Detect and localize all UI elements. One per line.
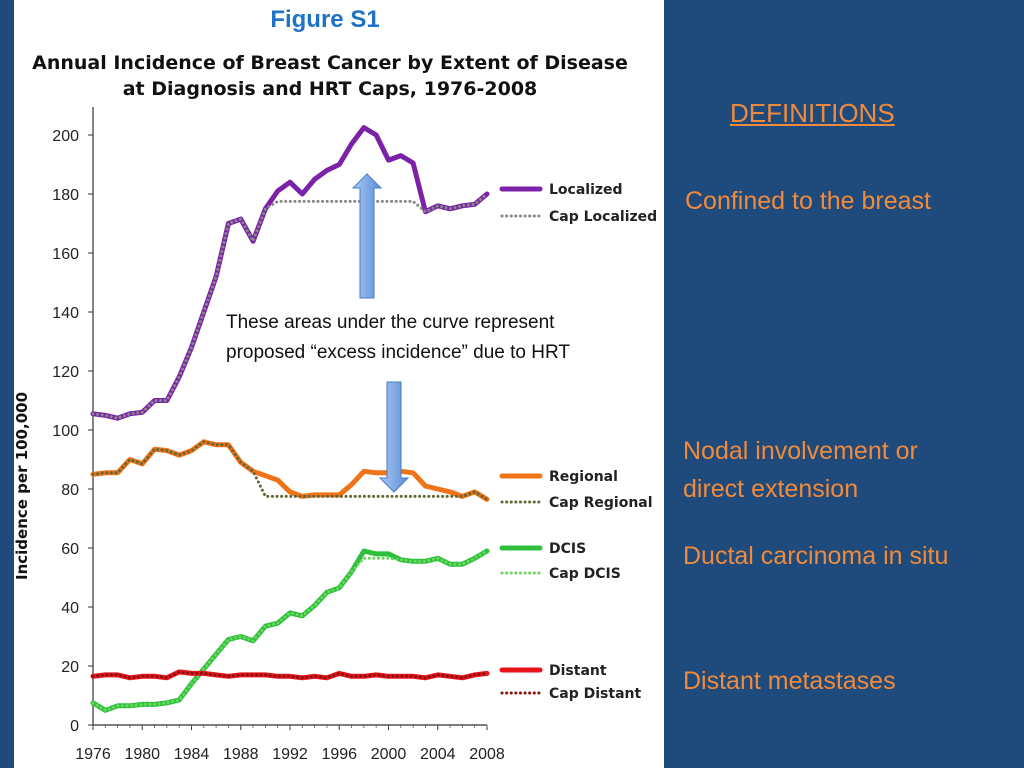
y-tick-label: 0 <box>70 718 79 735</box>
x-tick-label: 1988 <box>223 746 259 763</box>
y-tick-label: 100 <box>52 423 79 440</box>
definition-dcis: Ductal carcinoma in situ <box>683 542 949 570</box>
x-tick-label: 2008 <box>469 746 505 763</box>
y-axis-label: Incidence per 100,000 <box>13 392 31 580</box>
x-tick-label: 1992 <box>272 746 308 763</box>
x-tick-label: 2000 <box>371 746 407 763</box>
series-line-cap-distant <box>91 670 489 680</box>
series-line-cap-dcis <box>91 549 489 712</box>
y-tick-label: 160 <box>52 246 79 263</box>
legend-label-cap-regional: Cap Regional <box>549 495 653 511</box>
annotation-line-2: proposed “excess incidence” due to HRT <box>226 342 570 363</box>
y-tick-label: 140 <box>52 305 79 322</box>
incidence-line-chart: 0 20 40 60 80 100 120 140 160 180 200 1976 1980 1984 1… <box>13 107 657 763</box>
x-tick-label: 1980 <box>124 746 160 763</box>
definition-distant: Distant metastases <box>683 667 896 695</box>
legend-label-cap-localized: Cap Localized <box>549 209 657 225</box>
series-line-localized <box>90 125 490 421</box>
definition-localized: Confined to the breast <box>685 187 931 215</box>
y-tick-label: 200 <box>52 128 79 145</box>
definition-regional: Nodal involvement or direct extension <box>683 432 918 508</box>
chart-title-line-1: Annual Incidence of Breast Cancer by Ext… <box>32 52 628 74</box>
legend-label-cap-dcis: Cap DCIS <box>549 566 621 582</box>
x-tick-label: 1996 <box>321 746 357 763</box>
definition-regional-line-2: direct extension <box>683 475 859 503</box>
legend-label-regional: Regional <box>549 469 618 485</box>
figure-label: Figure S1 <box>270 6 380 33</box>
definitions-heading[interactable]: DEFINITIONS <box>730 98 895 128</box>
y-tick-label: 180 <box>52 187 79 204</box>
legend-label-distant: Distant <box>549 663 607 679</box>
x-tick-label: 2004 <box>420 746 456 763</box>
definition-regional-line-1: Nodal involvement or <box>683 437 918 465</box>
annotation-line-1: These areas under the curve represent <box>226 312 555 333</box>
series-line-regional <box>90 439 490 502</box>
y-tick-label: 80 <box>61 482 79 499</box>
series-line-dcis <box>90 548 490 713</box>
y-tick-label: 120 <box>52 364 79 381</box>
legend-label-dcis: DCIS <box>549 541 586 557</box>
series-line-cap-localized <box>91 192 489 420</box>
legend-label-localized: Localized <box>549 182 623 198</box>
y-tick-label: 20 <box>61 659 79 676</box>
chart-title: Annual Incidence of Breast Cancer by Ext… <box>0 50 660 102</box>
legend-label-cap-distant: Cap Distant <box>549 686 641 702</box>
y-tick-label: 60 <box>61 541 79 558</box>
series-line-cap-regional <box>91 440 489 501</box>
x-tick-label: 1976 <box>75 746 111 763</box>
y-tick-label: 40 <box>61 600 79 617</box>
excess-incidence-annotation: These areas under the curve represent pr… <box>226 308 666 368</box>
down-arrow <box>378 381 410 493</box>
chart-title-line-2: at Diagnosis and HRT Caps, 1976-2008 <box>122 78 538 100</box>
figure-panel <box>14 0 664 768</box>
x-tick-label: 1984 <box>174 746 210 763</box>
up-arrow <box>351 173 383 299</box>
